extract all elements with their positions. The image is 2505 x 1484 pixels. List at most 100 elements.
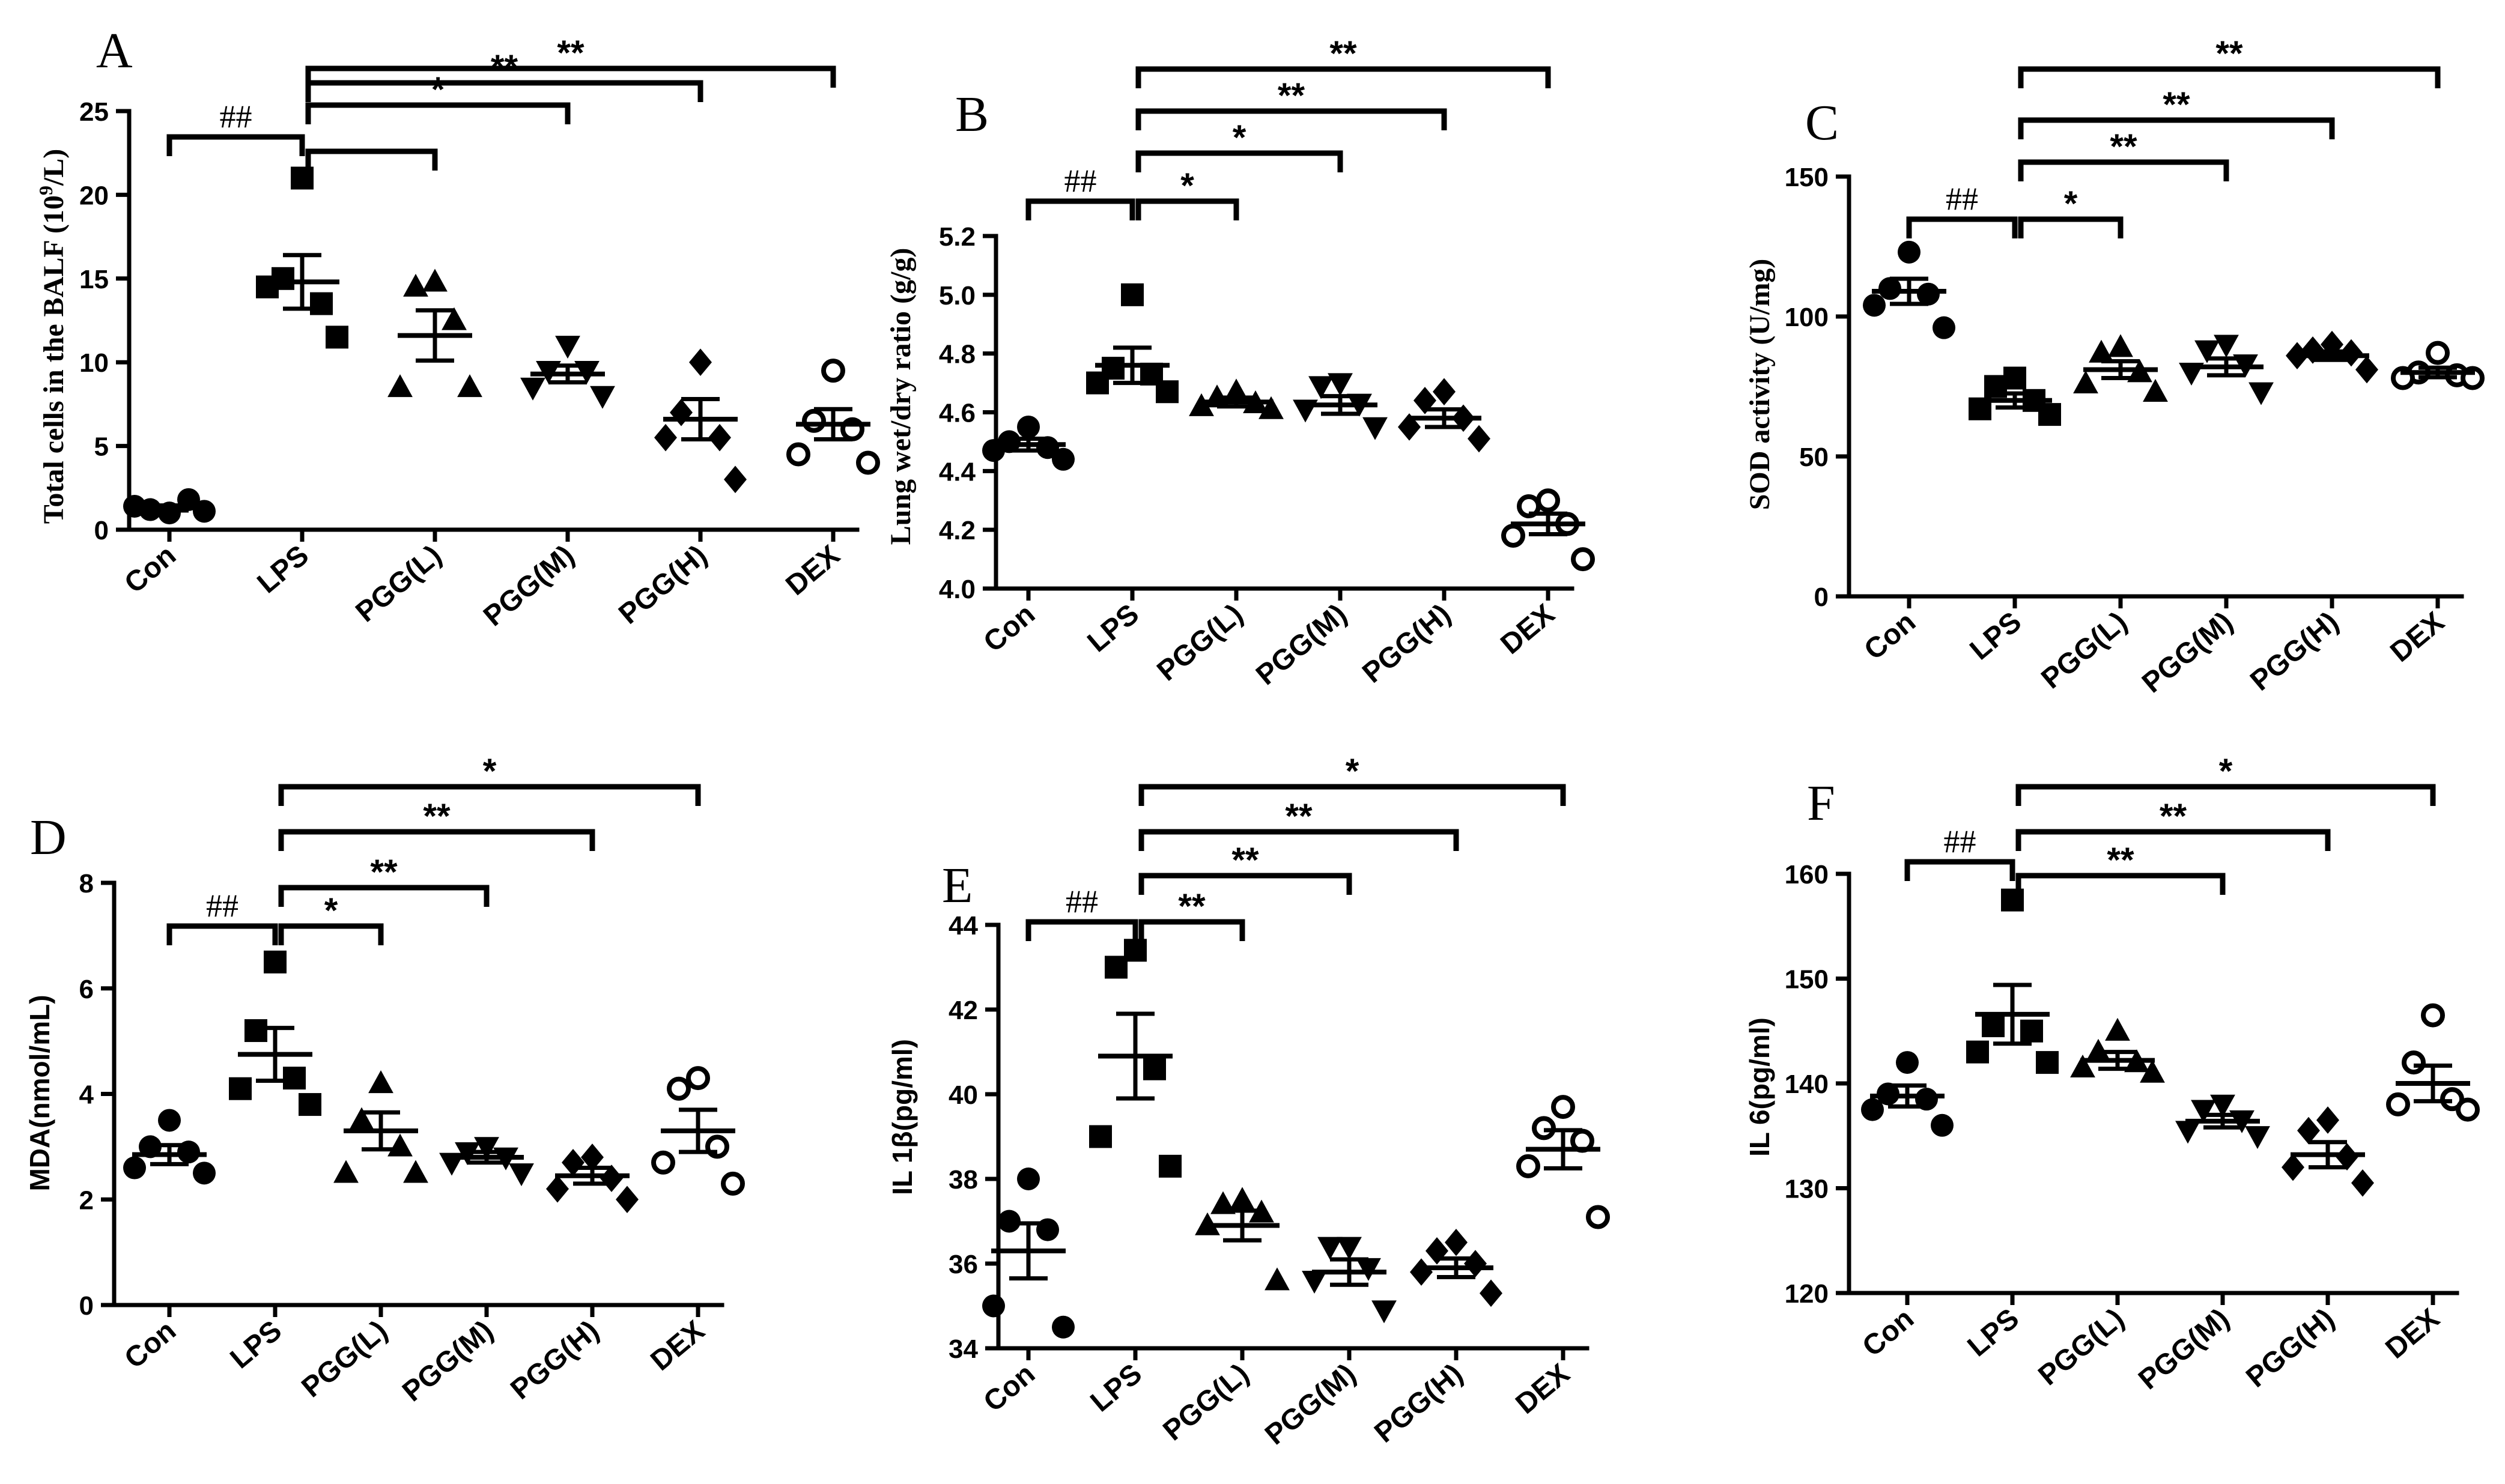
y-tick-label-D: 6 xyxy=(79,975,94,1004)
y-tick-label-E: 44 xyxy=(949,911,978,940)
y-tick-label-F: 160 xyxy=(1785,860,1829,889)
significance-label-D: ** xyxy=(423,797,451,836)
data-point-E xyxy=(1356,1258,1381,1281)
data-point-C xyxy=(1898,240,1921,264)
y-tick-label-A: 15 xyxy=(79,265,109,294)
data-point-D xyxy=(264,950,287,974)
data-point-D xyxy=(158,1109,181,1132)
y-tick-label-E: 42 xyxy=(949,996,978,1025)
data-point-F xyxy=(2316,1106,2339,1134)
data-point-D xyxy=(616,1186,639,1214)
data-point-C xyxy=(1933,316,1955,339)
data-point-E xyxy=(1265,1267,1290,1291)
significance-label-A: ## xyxy=(220,98,252,135)
significance-label-B: ## xyxy=(1064,163,1097,199)
data-point-D xyxy=(193,1161,216,1185)
data-point-B xyxy=(1036,436,1059,459)
data-point-A xyxy=(786,442,810,467)
significance-label-C: ** xyxy=(2215,34,2243,73)
significance-label-E: ## xyxy=(1066,883,1098,919)
data-point-B xyxy=(1433,378,1456,406)
significance-label-B: * xyxy=(1233,118,1246,157)
data-point-C xyxy=(1878,277,1901,300)
y-tick-label-A: 5 xyxy=(94,432,109,462)
y-tick-label-F: 120 xyxy=(1785,1279,1829,1309)
data-point-B xyxy=(1536,488,1560,513)
significance-bracket-D xyxy=(278,885,490,907)
data-point-A xyxy=(457,374,482,398)
y-tick-label-B: 5.0 xyxy=(939,281,976,310)
data-point-B xyxy=(1308,376,1334,399)
data-point-B xyxy=(1259,396,1284,419)
data-point-F xyxy=(2402,1050,2426,1075)
data-point-F xyxy=(1896,1051,1919,1074)
significance-bracket-B xyxy=(1135,150,1343,172)
data-point-B xyxy=(1517,494,1541,519)
y-tick-label-A: 10 xyxy=(79,348,109,378)
panel-letter-B: B xyxy=(955,86,989,142)
data-point-D xyxy=(229,1077,252,1100)
data-point-D xyxy=(368,1070,393,1094)
data-point-F xyxy=(2351,1169,2374,1197)
data-point-A xyxy=(821,359,845,383)
significance-label-C: * xyxy=(2064,184,2078,223)
data-point-D xyxy=(333,1160,359,1183)
data-point-C xyxy=(2073,370,2098,393)
data-point-F xyxy=(2105,1017,2130,1041)
data-point-B xyxy=(1086,371,1109,395)
significance-bracket-E xyxy=(1138,873,1352,895)
y-axis-label-C: SOD activity (U/mg) xyxy=(1744,259,1776,510)
data-point-B xyxy=(1501,523,1525,548)
data-point-A xyxy=(326,326,348,349)
data-point-A xyxy=(403,273,428,297)
y-tick-label-E: 38 xyxy=(949,1165,978,1195)
significance-bracket-D xyxy=(278,923,384,945)
significance-label-D: ** xyxy=(370,853,398,892)
y-axis-label-D: MDA(nmol/mL) xyxy=(24,995,55,1191)
y-tick-label-D: 8 xyxy=(79,869,94,898)
y-tick-label-A: 25 xyxy=(79,97,109,127)
panel-B: B Lung wet/dry ratio (g/g) xyxy=(885,86,989,545)
significance-label-D: * xyxy=(483,752,497,791)
y-tick-label-A: 0 xyxy=(94,516,109,545)
data-point-C xyxy=(1917,282,1940,306)
data-point-D xyxy=(651,1150,675,1175)
data-point-A xyxy=(590,386,615,409)
y-tick-label-C: 150 xyxy=(1785,163,1829,192)
significance-bracket-D xyxy=(166,923,278,945)
data-point-F xyxy=(1966,1040,1989,1064)
data-point-A xyxy=(654,423,677,452)
data-point-C xyxy=(1863,294,1886,317)
data-point-E xyxy=(1159,1154,1182,1178)
data-point-D xyxy=(509,1163,534,1187)
data-point-F xyxy=(2020,1019,2043,1043)
significance-bracket-A xyxy=(166,134,305,156)
data-point-E xyxy=(1230,1187,1255,1210)
significance-label-F: ## xyxy=(1944,823,1976,859)
data-point-D xyxy=(474,1137,499,1160)
significance-label-C: ** xyxy=(2110,127,2137,166)
y-tick-label-A: 20 xyxy=(79,181,109,210)
data-point-F xyxy=(2245,1126,2270,1149)
significance-bracket-E xyxy=(1138,829,1459,851)
significance-bracket-C xyxy=(2018,159,2229,181)
significance-label-E: * xyxy=(1346,752,1359,791)
y-tick-label-C: 100 xyxy=(1785,303,1829,332)
data-point-A xyxy=(387,374,413,398)
data-point-A xyxy=(520,377,545,401)
significance-bracket-A xyxy=(305,102,571,124)
significance-bracket-B xyxy=(1135,66,1551,88)
y-tick-label-C: 50 xyxy=(1799,443,1829,472)
significance-bracket-F xyxy=(2015,784,2436,806)
data-point-B xyxy=(1156,380,1179,404)
panel-letter-D: D xyxy=(30,810,67,865)
significance-bracket-C xyxy=(2018,117,2335,139)
data-point-F xyxy=(2282,1153,2304,1181)
data-point-E xyxy=(1143,1057,1166,1080)
data-point-D xyxy=(244,1019,267,1043)
data-point-B xyxy=(1052,447,1075,471)
data-point-A xyxy=(256,275,279,298)
data-point-B xyxy=(1017,415,1040,438)
data-point-E xyxy=(1532,1116,1556,1140)
significance-bracket-A xyxy=(305,65,836,88)
